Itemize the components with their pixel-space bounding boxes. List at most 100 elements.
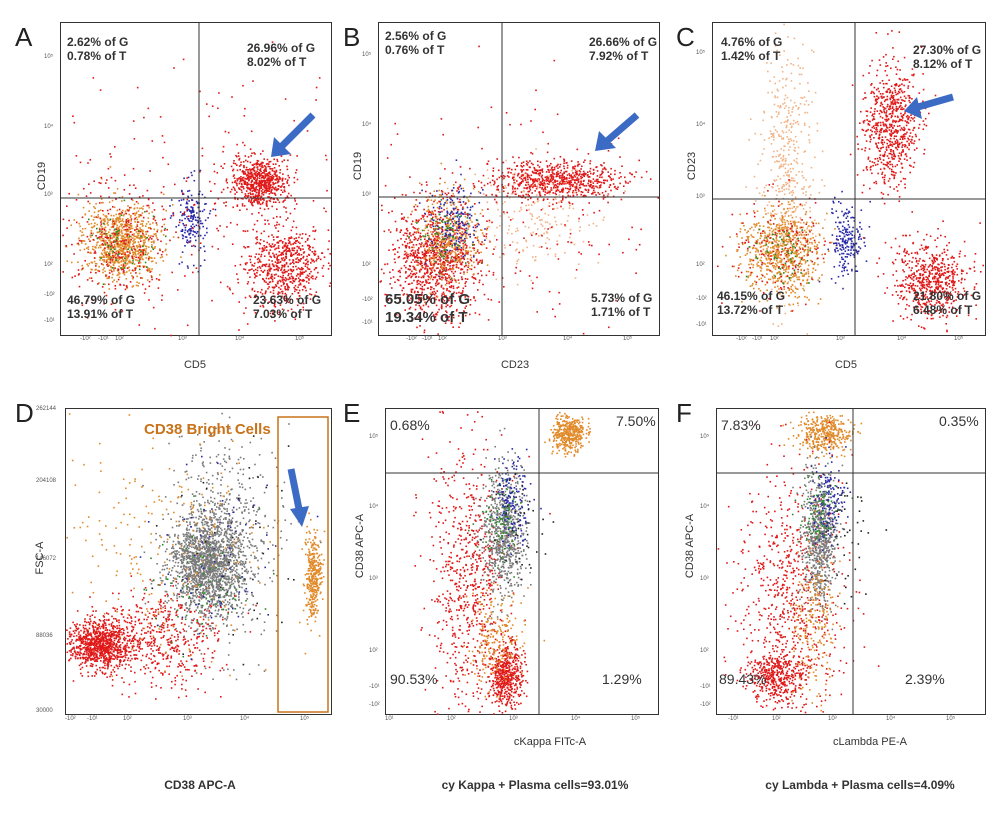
population-red	[484, 629, 529, 714]
population-orange	[725, 194, 841, 309]
caption-e: cy Kappa + Plasma cells=93.01%	[441, 778, 629, 792]
panel-label-a: A	[15, 22, 33, 52]
x-tick: 10⁴	[897, 336, 907, 342]
plot-e: 0.68% 7.50% 90.53% 1.29%	[385, 408, 659, 715]
x-tick: 10⁵	[946, 716, 956, 722]
plot-c: 4.76% of G 1.42% of T 27.30% of G 8.12% of…	[712, 22, 986, 336]
quadrant-ul-f: 7.83%	[721, 417, 761, 433]
scatter-b	[379, 23, 660, 335]
x-tick: 10²	[770, 336, 779, 342]
dots-c	[717, 23, 984, 335]
quadrant-ul-c: 4.76% of G 1.42% of T	[721, 35, 783, 63]
x-ticks-f: -10¹ 10² 10³ 10⁴ 10⁵	[716, 716, 984, 726]
population-orange	[782, 411, 863, 459]
x-axis-label-c: CD5	[834, 359, 857, 371]
population-gray	[791, 436, 845, 631]
gate-label-d: CD38 Bright Cells	[144, 421, 271, 438]
arrow-b	[595, 112, 640, 151]
y-tick: 10²	[44, 262, 53, 268]
y-tick: -10¹	[696, 322, 707, 328]
x-tick: 10⁴	[240, 716, 250, 722]
panel-label-e: E	[343, 398, 361, 428]
population-blue	[169, 169, 217, 273]
y-tick: -10²	[44, 292, 55, 298]
quadrant-ur-c: 27.30% of G 8.12% of T	[913, 43, 982, 71]
y-tick: 10²	[369, 648, 378, 654]
population-green	[791, 473, 854, 557]
quadrant-ll-e: 90.53%	[390, 671, 438, 687]
population-orange	[299, 512, 326, 655]
population-green	[88, 196, 167, 285]
population-peach	[428, 148, 626, 286]
population-red	[717, 421, 880, 714]
y-tick: 10³	[369, 576, 378, 582]
x-ticks-b: -10² -10¹ 10² 10³ 10⁴ 10⁵	[378, 336, 658, 346]
population-red	[736, 646, 810, 711]
y-tick: 204108	[36, 478, 57, 484]
plot-b: 2.56% of G 0.76% of T 26.66% of G 7.92% of…	[378, 22, 660, 336]
y-tick: 10⁵	[696, 50, 706, 56]
y-tick: 10⁴	[44, 124, 54, 130]
y-tick: 262144	[36, 406, 57, 412]
x-tick: 10²	[438, 336, 447, 342]
quadrant-ll-c: 46.15% of G 13.72% of T	[717, 289, 786, 317]
panel-label-d: D	[15, 398, 34, 428]
quadrant-lr-c: 21.80% of G 6.48% of T	[913, 289, 982, 317]
x-tick: 10⁵	[954, 336, 964, 342]
dots-d	[66, 412, 326, 700]
x-axis-label-a: CD5	[183, 359, 206, 371]
x-ticks-c: -10² -10¹ 10² 10³ 10⁴ 10⁵	[712, 336, 984, 346]
y-tick: -10¹	[700, 684, 711, 690]
quadrant-ll-f: 89.43%	[719, 671, 767, 687]
x-tick: 10³	[183, 716, 192, 722]
y-tick: -10¹	[369, 684, 380, 690]
y-axis-label-e: CD38 APC-A	[354, 513, 366, 579]
y-tick: 10²	[362, 262, 371, 268]
y-tick: 10⁴	[369, 504, 379, 510]
x-tick: -10¹	[752, 336, 763, 342]
population-red	[455, 151, 652, 212]
population-red	[72, 575, 257, 700]
population-red	[62, 153, 186, 311]
y-tick: -10²	[362, 297, 373, 303]
y-tick: 10⁵	[369, 434, 379, 440]
population-red	[381, 45, 660, 335]
population-gray	[150, 479, 288, 644]
x-axis-label-f: cLambda PE-A	[833, 736, 907, 748]
y-tick: 10⁴	[696, 122, 706, 128]
x-tick: 10¹	[385, 716, 394, 722]
y-tick: 10⁵	[362, 52, 372, 58]
population-orange	[790, 510, 841, 712]
y-tick: 10³	[696, 194, 705, 200]
x-tick: -10²	[65, 716, 76, 722]
quadrant-lr-e: 1.29%	[602, 671, 642, 687]
x-tick: 10³	[498, 336, 507, 342]
x-axis-label-b: CD23	[500, 359, 530, 371]
x-tick: 10⁵	[631, 716, 641, 722]
population-gray	[470, 427, 532, 626]
x-tick: 10²	[772, 716, 781, 722]
quadrant-ur-b: 26.66% of G 7.92% of T	[589, 35, 658, 63]
population-black	[824, 482, 888, 605]
y-ticks-d: 262144 204108 146072 88036 30000	[36, 406, 64, 714]
panel-label-f: F	[676, 398, 692, 428]
y-tick: -10¹	[362, 320, 373, 326]
scatter-e	[386, 409, 658, 715]
population-red	[717, 179, 838, 312]
y-tick: 10⁵	[700, 434, 710, 440]
plot-d: CD38 Bright Cells	[65, 408, 332, 715]
dots-f	[717, 411, 888, 714]
x-tick: -10¹	[98, 336, 109, 342]
x-tick: 10⁴	[235, 336, 245, 342]
quadrant-ul-a: 2.62% of G 0.78% of T	[67, 35, 129, 63]
population-blue	[490, 448, 542, 556]
y-ticks-b: 10⁵ 10⁴ 10³ 10² -10² -10¹	[362, 22, 378, 334]
quadrant-lr-a: 23.63% of G 7.03% of T	[253, 293, 322, 321]
quadrant-ur-a: 26.96% of G 8.02% of T	[247, 41, 316, 69]
x-tick: 10⁴	[886, 716, 896, 722]
y-tick: -10²	[696, 296, 707, 302]
population-green	[745, 228, 811, 285]
x-tick: -10¹	[422, 336, 433, 342]
quadrant-lr-b: 5.73% of G 1.71% of T	[591, 291, 653, 319]
x-tick: 10³	[828, 716, 837, 722]
